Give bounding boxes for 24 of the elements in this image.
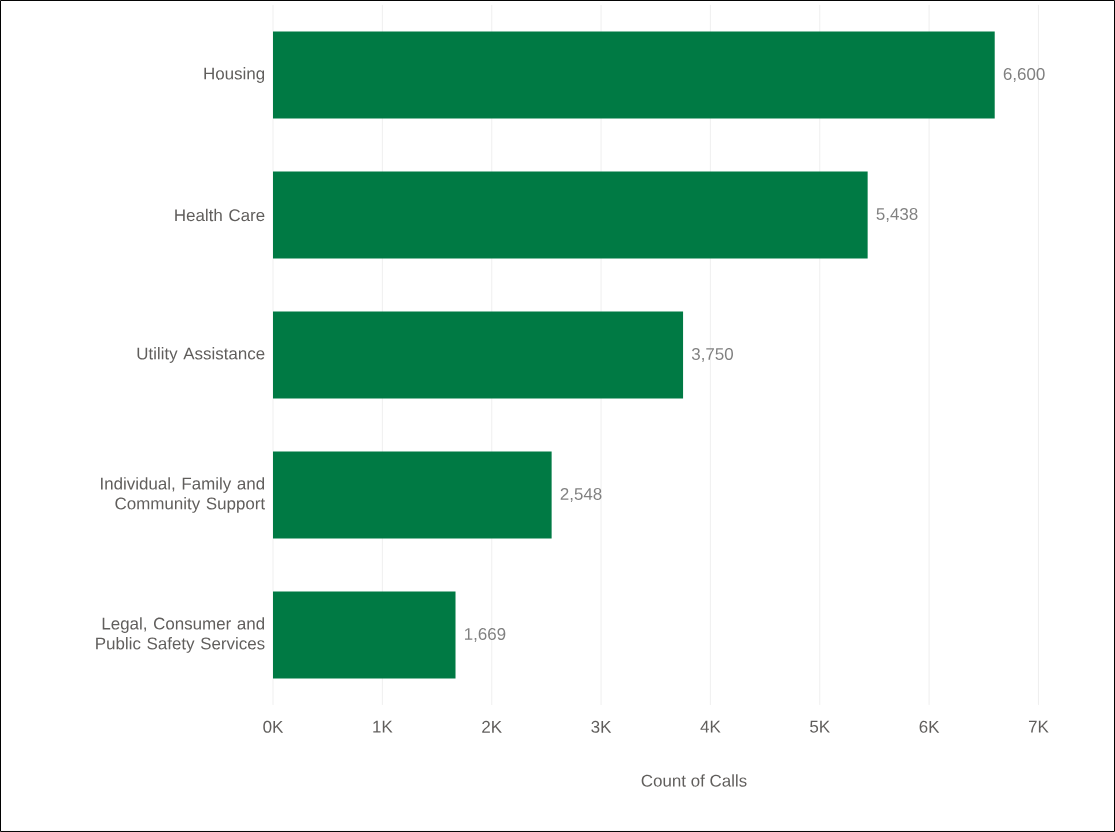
x-tick-label: 5K [810, 720, 830, 733]
x-tick-label: 4K [700, 720, 721, 733]
data-label: 5,438 [876, 207, 918, 222]
bar [273, 171, 868, 259]
bar [273, 591, 456, 679]
data-label: 1,669 [465, 628, 506, 642]
x-tick-label: 0K [263, 720, 284, 733]
bar [273, 451, 552, 539]
x-tick-label: 7K [1028, 720, 1049, 733]
data-label: 2,548 [560, 487, 602, 502]
y-tick-label: Utility Assistance [137, 347, 265, 363]
bar [273, 311, 684, 399]
bar [273, 31, 995, 119]
data-label: 3,750 [691, 347, 733, 362]
y-tick-label: Housing [204, 67, 265, 83]
data-label: 6,600 [1003, 67, 1045, 82]
y-tick-label: Health Care [175, 208, 265, 222]
x-tick-label: 2K [482, 720, 502, 733]
x-tick-label: 1K [373, 720, 393, 733]
x-tick-label: 6K [919, 720, 940, 733]
x-tick-label: 3K [591, 720, 612, 733]
y-tick-label: Legal, Consumer and Public Safety Services [96, 617, 265, 653]
y-tick-label: Individual, Family and Community Support [101, 477, 266, 513]
x-axis-title: Count of Calls [641, 774, 747, 787]
